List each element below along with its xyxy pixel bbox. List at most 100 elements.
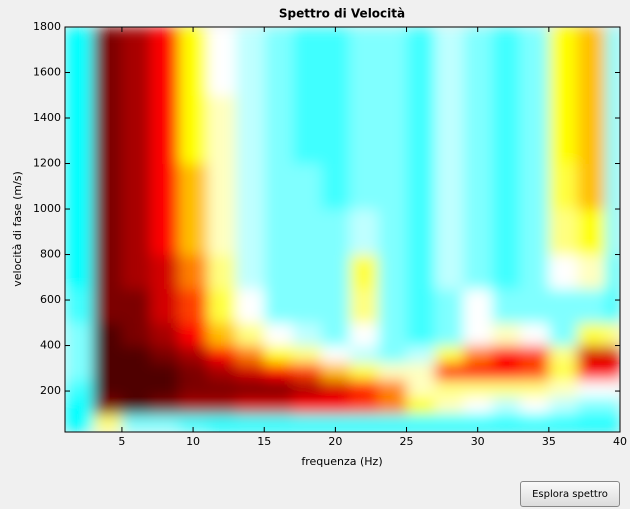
heat-cell — [121, 95, 151, 165]
heat-cell — [605, 209, 620, 256]
heat-cell — [321, 379, 351, 398]
heat-cell — [121, 288, 151, 324]
heat-cell — [292, 27, 322, 96]
heat-cell — [93, 396, 123, 415]
heat-cell — [321, 209, 351, 256]
heat-cell — [520, 95, 550, 165]
heat-cell — [150, 413, 180, 432]
heat-cell — [178, 379, 208, 398]
heat-cell — [577, 27, 607, 96]
heat-cell — [406, 345, 436, 364]
heat-cell — [349, 288, 379, 324]
heat-cell — [378, 95, 408, 165]
heatmap — [65, 27, 620, 432]
heat-cell — [264, 254, 294, 290]
heat-cell — [463, 396, 493, 415]
axes: 5 10 15 20 25 30 35 40 200 400 600 800 1000 1200 1400 1… — [33, 20, 627, 448]
heat-cell — [65, 413, 94, 432]
heat-cell — [207, 396, 237, 415]
heat-cell — [463, 209, 493, 256]
y-tick-label: 800 — [40, 248, 61, 261]
heat-cell — [321, 413, 351, 432]
heat-cell — [150, 163, 180, 210]
heat-cell — [605, 254, 620, 290]
chart: Spettro di Velocità frequenza (Hz) veloc… — [11, 7, 627, 469]
heat-cell — [292, 288, 322, 324]
heat-cell — [292, 163, 322, 210]
heat-cell — [463, 379, 493, 398]
heat-cell — [548, 288, 578, 324]
heat-cell — [349, 95, 379, 165]
heat-cell — [264, 95, 294, 165]
heat-cell — [65, 345, 94, 364]
heat-cell — [292, 254, 322, 290]
heat-cell — [65, 379, 94, 398]
heat-cell — [491, 163, 521, 210]
heat-cell — [378, 396, 408, 415]
heat-cell — [463, 163, 493, 210]
heat-cell — [178, 396, 208, 415]
heat-cell — [121, 209, 151, 256]
heat-cell — [548, 396, 578, 415]
heat-cell — [321, 288, 351, 324]
x-tick-label: 15 — [257, 435, 271, 448]
x-tick-label: 20 — [328, 435, 342, 448]
heat-cell — [65, 163, 94, 210]
heat-cell — [65, 362, 94, 381]
heat-cell — [406, 95, 436, 165]
heat-cell — [321, 322, 351, 347]
heat-cell — [491, 209, 521, 256]
heat-cell — [292, 413, 322, 432]
heat-cell — [605, 396, 620, 415]
heat-cell — [548, 345, 578, 364]
heat-cell — [491, 95, 521, 165]
heat-cell — [207, 379, 237, 398]
chart-title: Spettro di Velocità — [279, 7, 405, 21]
heat-cell — [378, 322, 408, 347]
heat-cell — [292, 379, 322, 398]
heat-cell — [577, 209, 607, 256]
heat-cell — [605, 322, 620, 347]
heat-cell — [349, 379, 379, 398]
explore-button[interactable]: Esplora spettro — [520, 481, 620, 507]
heat-cell — [605, 163, 620, 210]
heat-cell — [93, 95, 123, 165]
heat-cell — [435, 413, 464, 432]
heat-cell — [93, 413, 123, 432]
heat-cell — [349, 209, 379, 256]
heat-cell — [378, 209, 408, 256]
heat-cell — [463, 254, 493, 290]
heat-cell — [520, 396, 550, 415]
heat-cell — [264, 379, 294, 398]
heat-cell — [178, 362, 208, 381]
heat-cell — [121, 345, 151, 364]
heat-cell — [435, 209, 464, 256]
heat-cell — [264, 209, 294, 256]
heat-cell — [491, 254, 521, 290]
heat-cell — [435, 379, 464, 398]
heat-cell — [349, 396, 379, 415]
heat-cell — [235, 254, 265, 290]
x-tick-label: 10 — [186, 435, 200, 448]
y-tick-label: 1800 — [33, 20, 61, 33]
heat-cell — [93, 345, 123, 364]
heat-cell — [178, 345, 208, 364]
plot-frame — [64, 26, 621, 433]
heat-cell — [577, 163, 607, 210]
heat-cell — [577, 396, 607, 415]
heat-cell — [150, 288, 180, 324]
heat-cell — [207, 322, 237, 347]
heat-cell — [235, 163, 265, 210]
heat-cell — [435, 322, 464, 347]
heat-cell — [435, 396, 464, 415]
heat-cell — [207, 345, 237, 364]
heat-cell — [93, 254, 123, 290]
heat-cell — [178, 413, 208, 432]
heat-cell — [577, 413, 607, 432]
heat-cell — [121, 254, 151, 290]
heat-cell — [378, 254, 408, 290]
heat-cell — [463, 413, 493, 432]
heat-cell — [121, 413, 151, 432]
heat-cell — [178, 209, 208, 256]
heat-cell — [577, 345, 607, 364]
